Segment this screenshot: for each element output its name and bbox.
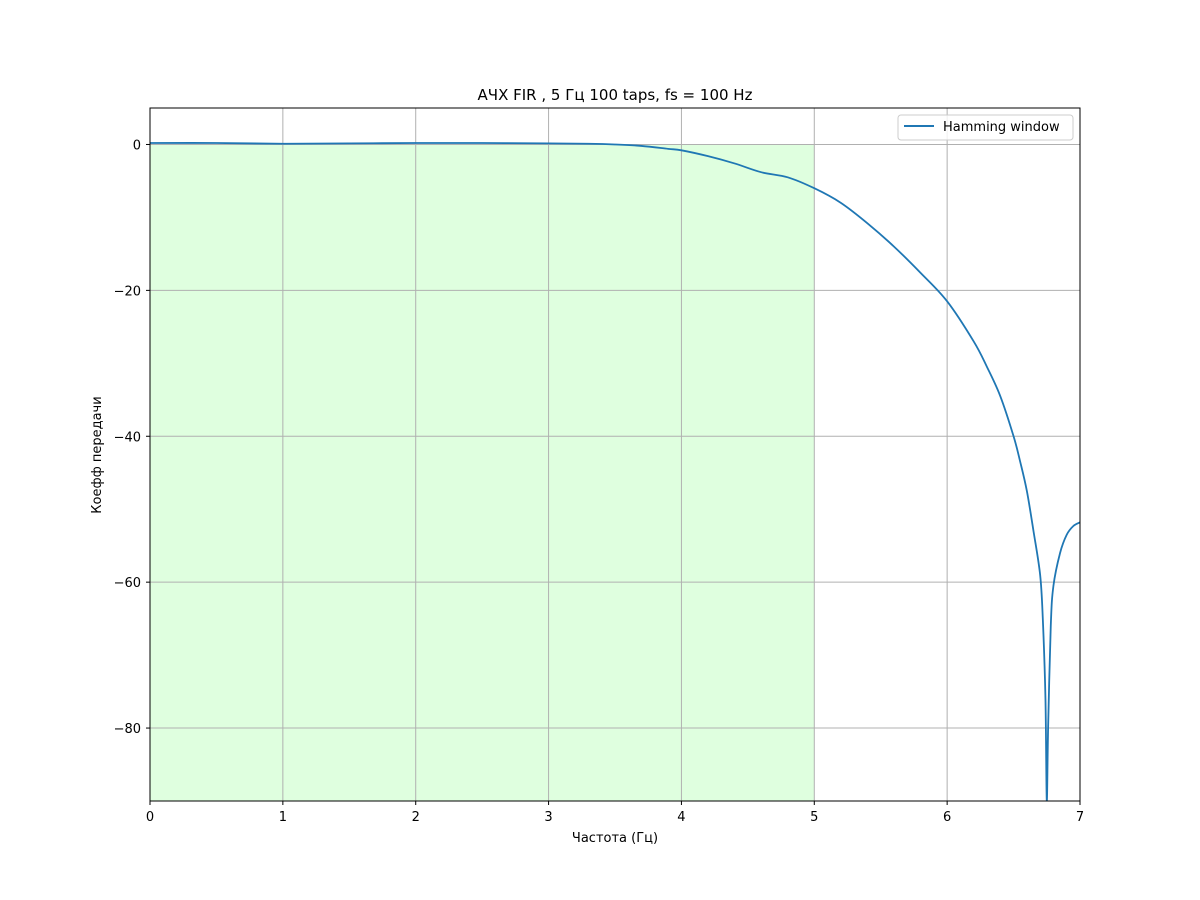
legend-label: Hamming window	[943, 120, 1060, 135]
series-line-hamming-window	[150, 142, 1080, 801]
x-axis-label: Частота (Гц)	[572, 831, 658, 846]
y-tick-label: −40	[114, 430, 141, 445]
x-tick-label: 0	[146, 810, 154, 825]
chart-title: АЧХ FIR , 5 Гц 100 taps, fs = 100 Hz	[478, 86, 753, 104]
passband-region-layer	[150, 144, 815, 801]
series-layer	[150, 142, 1080, 801]
y-tick-label: 0	[133, 138, 141, 153]
x-tick-label: 3	[544, 810, 552, 825]
x-tick-label: 7	[1076, 810, 1084, 825]
y-axis-label: Коефф передачи	[90, 396, 105, 513]
x-tick-label: 4	[677, 810, 685, 825]
passband-region	[150, 144, 815, 801]
tick-layer: 0 1 2 3 4 5 6 7 0 −20 −40 −60 −80	[114, 138, 1085, 825]
x-tick-label: 2	[412, 810, 420, 825]
x-tick-label: 5	[810, 810, 818, 825]
x-tick-label: 6	[943, 810, 951, 825]
y-tick-label: −80	[114, 722, 141, 737]
legend-box	[897, 114, 1074, 141]
x-tick-label: 1	[279, 810, 287, 825]
legend: Hamming window	[897, 114, 1074, 141]
y-tick-label: −60	[114, 576, 141, 591]
y-tick-label: −20	[114, 284, 141, 299]
plot-frame	[149, 107, 1081, 802]
